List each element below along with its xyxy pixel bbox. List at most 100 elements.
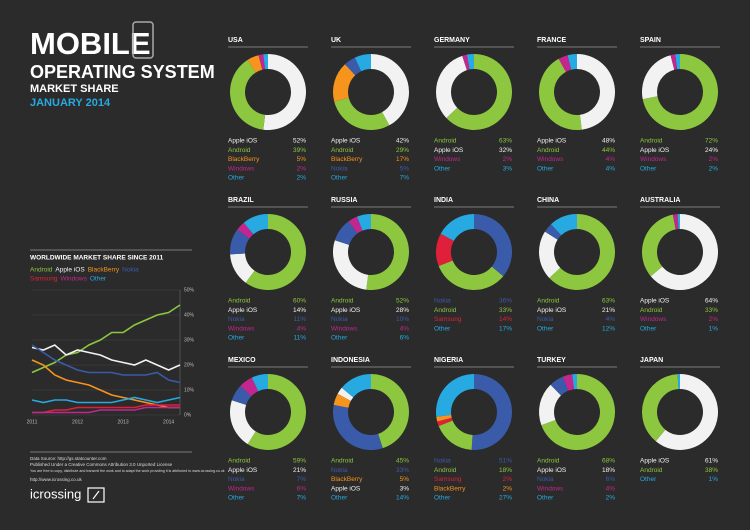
donut-segment [240,377,259,397]
chart-title: SPAIN [640,37,661,44]
value-label: 5% [297,156,307,163]
donut-segment [357,214,371,231]
donut-segment [334,97,390,131]
value-label: 2% [503,156,513,163]
value-label: 33% [705,307,718,314]
x-tick-label: 2013 [118,419,129,425]
value-label: 6% [606,476,616,483]
title: MOBILE [30,26,151,61]
value-label: 63% [499,138,512,145]
value-label: 12% [602,325,615,332]
chart-title: MEXICO [228,357,256,364]
y-tick-label: 20% [184,362,195,368]
value-label: 17% [499,325,512,332]
legend-label: Android [331,298,354,305]
value-label: 4% [297,325,307,332]
chart-title: GERMANY [434,37,470,44]
value-label: 2% [503,485,513,492]
value-label: 2% [503,476,513,483]
chart-title: UK [331,37,341,44]
value-label: 5% [400,476,410,483]
value-label: 14% [499,316,512,323]
value-label: 5% [400,165,410,172]
legend-label: Android [640,467,663,474]
donut-segment [436,374,474,417]
donut-segment [237,222,254,239]
donut-segment [642,214,676,277]
legend-label: Apple iOS [434,147,464,154]
value-label: 36% [499,298,512,305]
donut-segment [462,54,470,71]
value-label: 51% [499,458,512,465]
legend-label: BlackBerry [434,485,466,492]
legend-label: Nokia [228,316,245,323]
chart-title: AUSTRALIA [640,197,680,204]
chart-title: USA [228,37,243,44]
donut-segment [263,54,268,70]
donut-segment [655,374,718,450]
donut-segment [539,384,561,426]
legend-label: Android [228,458,251,465]
value-label: 4% [606,485,616,492]
legend-label: Other [537,495,554,502]
legend-label: Other [434,325,451,332]
chart-title: FRANCE [537,37,566,44]
legend-label: Other [331,335,348,342]
legend-label: BlackBerry [331,156,363,163]
x-tick-label: 2012 [72,419,83,425]
legend-label: Other [434,165,451,172]
legend-label: Apple iOS [55,267,85,274]
donut-segment [348,216,363,234]
legend-label: Other [434,495,451,502]
footer-text: Data Source: http://gs.statcounter.com [30,456,107,461]
legend-label: Other [640,476,657,483]
donut-segment [371,374,410,449]
legend-label: Windows [228,165,255,172]
y-tick-label: 50% [184,287,195,293]
value-label: 7% [297,495,307,502]
donut-segment [337,387,354,401]
legend-label: Apple iOS [537,138,567,145]
legend-label: Apple iOS [537,467,567,474]
value-label: 18% [602,467,615,474]
donut-segment [675,54,680,70]
donut-segment [251,374,268,392]
donut-segment [263,54,306,131]
logo-icon [92,490,100,500]
donut-segment [333,64,356,102]
value-label: 2% [297,175,307,182]
legend-label: Android [30,267,53,274]
donut-segment [562,374,575,391]
chart-title: INDIA [434,197,453,204]
value-label: 59% [293,458,306,465]
value-label: 64% [705,298,718,305]
donut-segment [258,54,266,70]
value-label: 17% [396,156,409,163]
donut-segment [334,221,358,245]
legend-label: Nokia [331,467,348,474]
line-series [32,404,180,414]
legend-label: Nokia [434,458,451,465]
donut-segment [544,224,562,240]
value-label: 4% [606,316,616,323]
legend-label: Nokia [434,298,451,305]
value-label: 2% [709,316,719,323]
value-label: 2% [297,165,307,172]
legend-label: Apple iOS [537,307,567,314]
logo-icon [87,487,105,503]
value-label: 68% [602,458,615,465]
value-label: 10% [396,316,409,323]
legend-label: Apple iOS [640,458,670,465]
legend-label: Other [228,335,245,342]
value-label: 29% [396,147,409,154]
legend-label: Apple iOS [331,307,361,314]
donut-segment [471,374,512,450]
value-label: 45% [396,458,409,465]
donut-segment [440,214,474,241]
value-label: 27% [499,495,512,502]
value-label: 21% [602,307,615,314]
legend-label: Android [228,298,251,305]
legend-label: Windows [331,325,358,332]
legend-label: BlackBerry [331,476,363,483]
donut-segment [371,54,409,126]
